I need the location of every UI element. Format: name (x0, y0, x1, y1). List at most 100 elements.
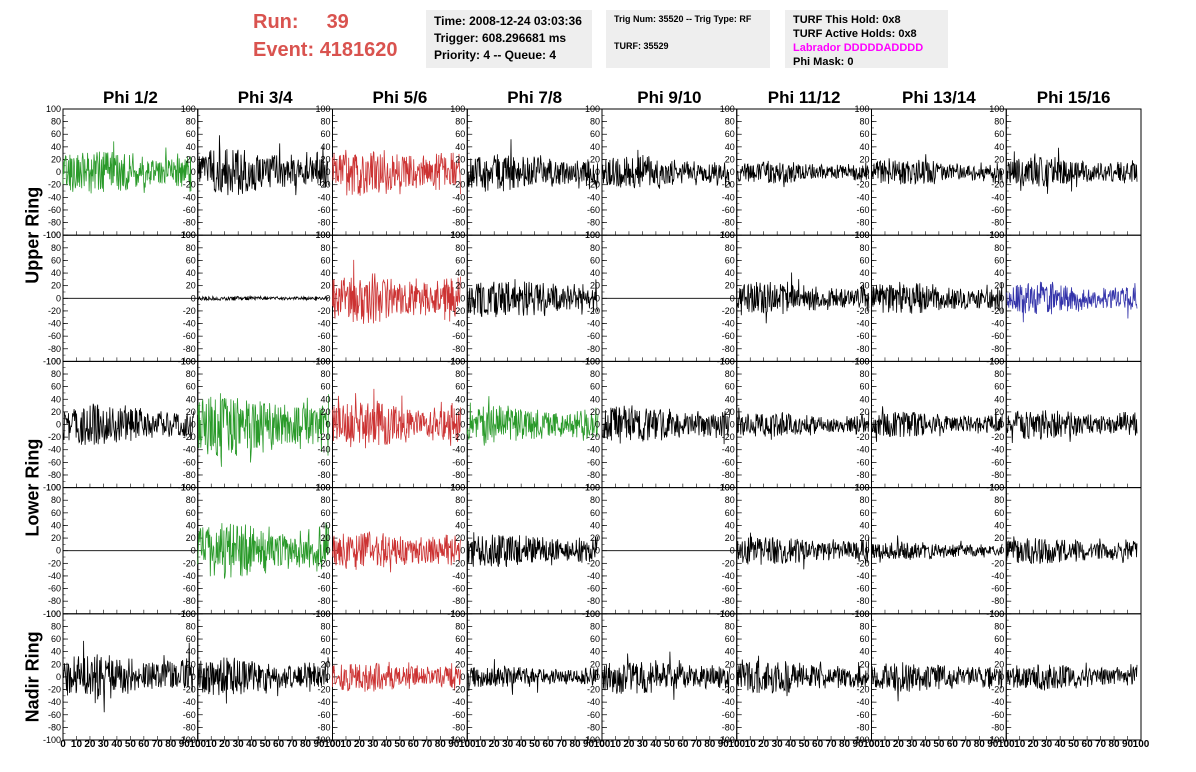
y-tick-label: 60 (186, 508, 196, 518)
y-tick-label: -60 (317, 710, 330, 720)
y-tick-label: -100 (986, 735, 1004, 745)
x-tick-label: 50 (664, 739, 676, 750)
y-tick-label: -80 (856, 470, 869, 480)
y-tick-label: 0 (56, 167, 61, 177)
waveform-trace (1005, 281, 1138, 323)
y-tick-label: -40 (856, 192, 869, 202)
x-tick-label: 100 (324, 739, 341, 750)
y-tick-label: -20 (452, 180, 465, 190)
y-tick-label: 60 (590, 255, 600, 265)
x-tick-label: 60 (138, 739, 150, 750)
y-tick-label: -60 (317, 584, 330, 594)
y-tick-label: 20 (994, 659, 1004, 669)
y-tick-label: 0 (595, 546, 600, 556)
x-tick-label: 50 (1068, 739, 1080, 750)
y-tick-label: 20 (725, 407, 735, 417)
row-label: Lower Ring (23, 439, 43, 537)
y-tick-label: -40 (856, 319, 869, 329)
y-tick-label: 40 (590, 268, 600, 278)
y-tick-label: -100 (43, 483, 61, 493)
y-tick-label: -40 (587, 319, 600, 329)
x-tick-label: 20 (623, 739, 635, 750)
y-tick-label: -40 (317, 319, 330, 329)
y-tick-label: 0 (595, 672, 600, 682)
y-tick-label: 20 (186, 407, 196, 417)
y-tick-label: -60 (452, 584, 465, 594)
y-tick-label: -60 (856, 457, 869, 467)
y-tick-label: -40 (856, 445, 869, 455)
y-tick-label: 40 (51, 394, 61, 404)
y-tick-label: -60 (722, 331, 735, 341)
y-tick-label: 60 (455, 255, 465, 265)
y-tick-label: -60 (317, 205, 330, 215)
y-tick-label: 0 (191, 167, 196, 177)
y-tick-label: 40 (859, 647, 869, 657)
y-tick-label: 0 (191, 293, 196, 303)
waveform-trace (1005, 662, 1138, 691)
y-tick-label: -20 (991, 558, 1004, 568)
y-tick-label: -20 (587, 306, 600, 316)
column-title: Phi 3/4 (238, 88, 293, 107)
y-tick-label: -20 (452, 685, 465, 695)
y-tick-label: 0 (730, 420, 735, 430)
waveform-trace (1005, 410, 1138, 444)
trig-num-panel: Trig Num: 35520 -- Trig Type: RF TURF: 3… (606, 10, 770, 68)
y-tick-label: -20 (452, 432, 465, 442)
x-tick-label: 30 (772, 739, 784, 750)
y-tick-label: -80 (48, 470, 61, 480)
waveform-trace (601, 651, 731, 700)
y-tick-label: -20 (452, 306, 465, 316)
y-tick-label: -40 (317, 571, 330, 581)
waveform-trace (332, 531, 461, 573)
y-tick-label: -20 (452, 558, 465, 568)
y-tick-label: 60 (590, 382, 600, 392)
y-tick-label: 40 (186, 142, 196, 152)
column-title: Phi 13/14 (902, 88, 976, 107)
y-tick-label: -80 (587, 596, 600, 606)
y-tick-label: -40 (452, 319, 465, 329)
y-tick-label: 20 (320, 407, 330, 417)
y-tick-label: -40 (317, 192, 330, 202)
y-tick-label: 80 (455, 117, 465, 127)
y-tick-label: 100 (450, 104, 465, 114)
y-tick-label: 0 (325, 167, 330, 177)
x-tick-label: 0 (869, 739, 875, 750)
x-tick-label: 10 (340, 739, 352, 750)
y-tick-label: -20 (48, 432, 61, 442)
y-tick-label: 60 (725, 255, 735, 265)
y-tick-label: -40 (722, 192, 735, 202)
y-tick-label: -20 (722, 432, 735, 442)
y-tick-label: 40 (51, 647, 61, 657)
y-tick-label: -100 (447, 735, 465, 745)
y-tick-label: 40 (590, 647, 600, 657)
y-tick-label: -20 (856, 306, 869, 316)
x-tick-label: 0 (1003, 739, 1009, 750)
y-tick-label: 20 (51, 533, 61, 543)
y-tick-label: 40 (186, 520, 196, 530)
y-tick-label: -40 (183, 445, 196, 455)
x-tick-label: 100 (189, 739, 206, 750)
y-tick-label: 20 (186, 154, 196, 164)
y-tick-label: 80 (51, 621, 61, 631)
y-tick-label: 100 (854, 104, 869, 114)
x-tick-label: 0 (195, 739, 201, 750)
y-tick-label: -20 (48, 558, 61, 568)
y-tick-label: 100 (181, 609, 196, 619)
y-tick-label: -80 (183, 722, 196, 732)
x-tick-label: 30 (98, 739, 110, 750)
y-tick-label: 40 (725, 142, 735, 152)
y-tick-label: 100 (720, 483, 735, 493)
trigger-text: Trigger: 608.296681 ms (434, 31, 567, 45)
y-tick-label: 60 (994, 508, 1004, 518)
y-tick-label: -100 (178, 735, 196, 745)
y-tick-label: 0 (56, 672, 61, 682)
y-tick-label: 100 (989, 609, 1004, 619)
y-tick-label: 0 (595, 420, 600, 430)
y-tick-label: 20 (320, 281, 330, 291)
y-tick-label: -40 (452, 697, 465, 707)
y-tick-label: -60 (183, 331, 196, 341)
y-tick-label: 20 (859, 533, 869, 543)
y-tick-label: 20 (590, 533, 600, 543)
y-tick-label: 0 (460, 420, 465, 430)
y-tick-label: 20 (859, 154, 869, 164)
